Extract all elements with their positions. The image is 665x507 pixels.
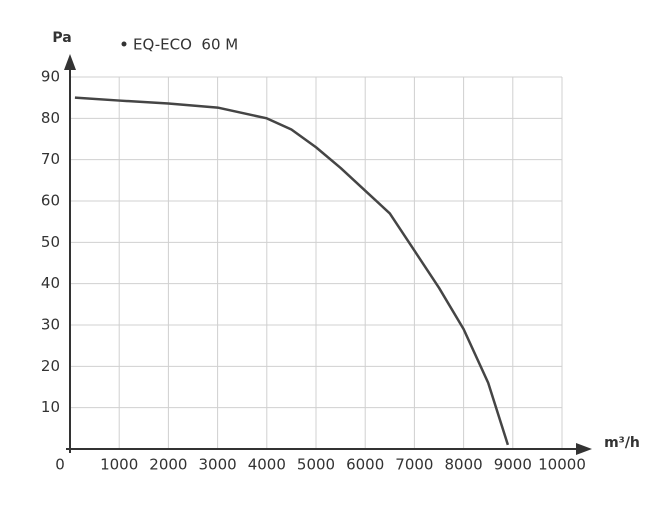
x-tick-label: 6000 [346, 456, 384, 474]
y-tick-label: 30 [41, 316, 60, 334]
legend-marker [121, 41, 127, 47]
y-tick-label: 40 [41, 274, 60, 292]
y-tick-label: 20 [41, 357, 60, 375]
x-axis-label: m³/h [604, 435, 640, 451]
x-tick-label: 7000 [395, 456, 433, 474]
line [74, 96, 510, 446]
x-tick-label: 10000 [538, 456, 586, 474]
x-tick-label: 9000 [494, 456, 532, 474]
x-axis-arrow [576, 443, 592, 455]
y-tick-label: 10 [41, 398, 60, 416]
y-axis-arrow [64, 54, 76, 70]
y-axis-label: Pa [52, 30, 71, 46]
y-tick-label: 70 [41, 150, 60, 168]
x-tick-label: 0 [55, 456, 65, 474]
y-tick-label: 90 [41, 68, 60, 86]
legend-label: EQ-ECO 60 M [133, 36, 238, 54]
x-tick-label: 5000 [297, 456, 335, 474]
x-tick-label: 2000 [149, 456, 187, 474]
y-tick-label: 80 [41, 109, 60, 127]
y-tick-label: 50 [41, 233, 60, 251]
y-tick-label: 60 [41, 192, 60, 210]
x-tick-label: 1000 [100, 456, 138, 474]
x-tick-label: 3000 [199, 456, 237, 474]
x-tick-label: 8000 [445, 456, 483, 474]
x-tick-label: 4000 [248, 456, 286, 474]
